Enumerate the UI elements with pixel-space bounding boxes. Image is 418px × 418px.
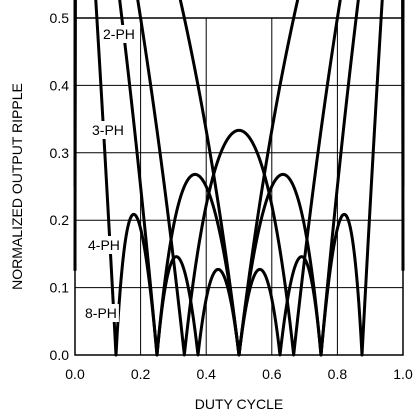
y-tick-label: 0.0 bbox=[50, 347, 70, 363]
y-tick-label: 0.1 bbox=[50, 280, 70, 296]
y-tick-label: 0.2 bbox=[50, 212, 70, 228]
x-tick-label: 1.0 bbox=[393, 366, 413, 382]
x-axis-title: DUTY CYCLE bbox=[195, 396, 283, 412]
curve-label-bg bbox=[83, 304, 119, 322]
series-line-4-ph bbox=[73, 0, 405, 357]
y-tick-label: 0.5 bbox=[50, 10, 70, 26]
x-tick-label: 0.2 bbox=[131, 366, 151, 382]
x-tick-label: 0.4 bbox=[196, 366, 216, 382]
x-tick-label: 0.6 bbox=[262, 366, 282, 382]
y-tick-label: 0.3 bbox=[50, 145, 70, 161]
curve-labels: 2-PH 3-PH 4-PH 8-PH bbox=[83, 25, 137, 322]
y-tick-labels: 0.0 0.1 0.2 0.3 0.4 0.5 bbox=[50, 10, 70, 363]
plot-frame bbox=[74, 17, 404, 356]
y-tick-label: 0.4 bbox=[50, 77, 70, 93]
curve-label-3-ph: 3-PH bbox=[92, 122, 124, 138]
curve-label-8-ph: 8-PH bbox=[85, 305, 117, 321]
x-tick-label: 0.8 bbox=[328, 366, 348, 382]
x-tick-label: 0.0 bbox=[65, 366, 85, 382]
grid bbox=[75, 18, 403, 355]
curve-label-bg bbox=[101, 25, 137, 43]
series-line-3-ph bbox=[73, 0, 405, 357]
x-tick-labels: 0.0 0.2 0.4 0.6 0.8 1.0 bbox=[65, 366, 413, 382]
curve-label-bg bbox=[90, 121, 126, 139]
curve-label-4-ph: 4-PH bbox=[88, 237, 120, 253]
y-axis-title: NORMALIZED OUTPUT RIPPLE bbox=[9, 83, 25, 290]
series-line-2-ph bbox=[73, 0, 405, 357]
series-curves bbox=[73, 0, 405, 357]
curve-label-bg bbox=[86, 236, 122, 254]
curve-label-2-ph: 2-PH bbox=[103, 26, 135, 42]
series-line-8-ph bbox=[73, 0, 405, 357]
